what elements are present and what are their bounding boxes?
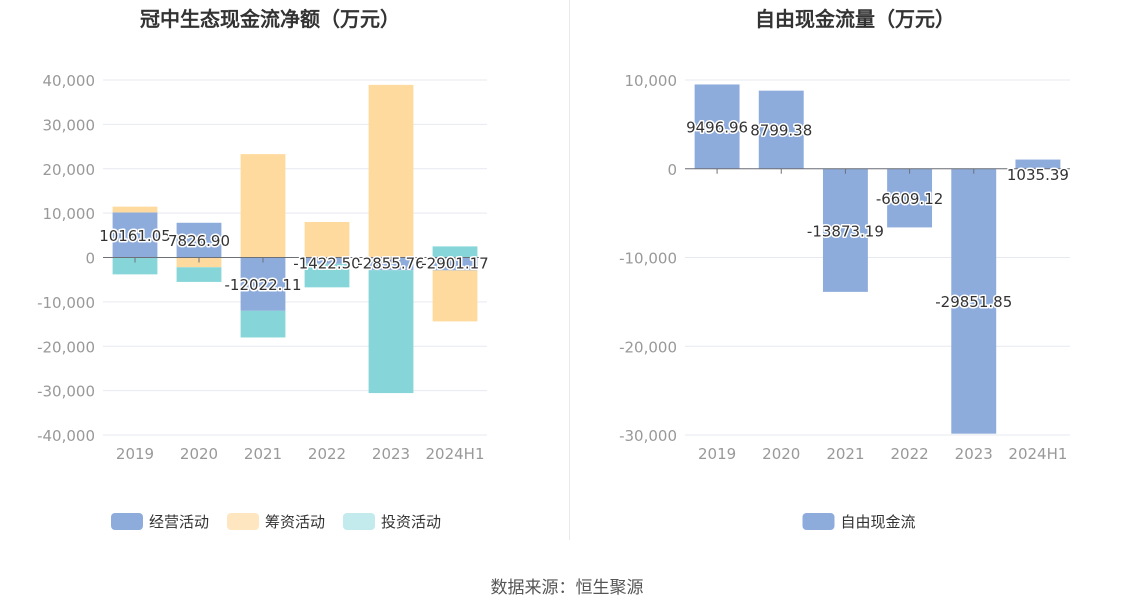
y-tick-label: 30,000 — [43, 116, 96, 134]
legend-label: 经营活动 — [149, 513, 209, 531]
data-label: 8799.38 — [750, 122, 812, 140]
y-tick-label: -10,000 — [619, 250, 677, 268]
data-label: -13873.19 — [807, 222, 884, 240]
x-tick-label: 2024H1 — [426, 445, 485, 463]
bar — [368, 257, 414, 271]
y-tick-label: -20,000 — [37, 338, 95, 356]
chart-title: 自由现金流量（万元） — [755, 7, 955, 31]
y-tick-label: 0 — [667, 161, 677, 179]
bar — [240, 257, 286, 311]
bar — [112, 257, 158, 275]
cash-flow-net-chart: 冠中生态现金流净额（万元） 40,000 30,000 20,000 10,000 0 -1… — [37, 7, 490, 531]
data-label: 7826.90 — [168, 232, 230, 250]
data-label: -6609.12 — [876, 190, 943, 208]
bar — [368, 270, 414, 394]
bar — [368, 84, 414, 258]
legend-swatch — [227, 513, 259, 530]
bar — [240, 310, 286, 338]
chart-divider — [569, 0, 570, 540]
x-tick-label: 2020 — [180, 445, 218, 463]
x-tick-label: 2020 — [762, 445, 800, 463]
bar — [887, 168, 933, 228]
free-cash-flow-chart: 自由现金流量（万元） 10,000 0 -10,000 -20,000 -30,000 20… — [619, 7, 1070, 531]
x-tick-label: 2023 — [372, 445, 410, 463]
legend-label: 筹资活动 — [265, 513, 325, 531]
legend-label: 自由现金流 — [841, 513, 916, 531]
legend-swatch — [802, 513, 835, 530]
bar — [304, 263, 350, 288]
y-tick-label: -40,000 — [37, 427, 95, 445]
bar — [176, 267, 222, 282]
y-tick-label: 10,000 — [43, 205, 96, 223]
bar — [432, 246, 478, 258]
y-tick-label: 0 — [85, 250, 95, 268]
x-tick-label: 2024H1 — [1008, 445, 1067, 463]
bar — [432, 257, 478, 271]
y-tick-label: 20,000 — [43, 161, 96, 179]
bar — [822, 168, 868, 292]
x-tick-label: 2021 — [244, 445, 282, 463]
bar — [758, 90, 804, 169]
x-tick-label: 2021 — [826, 445, 864, 463]
bar — [1015, 159, 1061, 169]
y-tick-label: 10,000 — [625, 72, 678, 90]
data-label: 9496.96 — [686, 119, 748, 137]
data-label: 10161.05 — [99, 227, 171, 245]
x-tick-label: 2019 — [698, 445, 736, 463]
bar — [112, 212, 158, 258]
y-tick-label: -10,000 — [37, 294, 95, 312]
data-source: 数据来源：恒生聚源 — [490, 578, 644, 598]
data-label: 1035.39 — [1007, 166, 1069, 184]
x-tick-label: 2022 — [890, 445, 928, 463]
data-label: -1422.50 — [293, 255, 360, 273]
data-label: -12022.11 — [225, 276, 302, 294]
bar — [432, 270, 478, 322]
legend-swatch — [111, 513, 143, 530]
x-tick-label: 2019 — [116, 445, 154, 463]
chart-title: 冠中生态现金流净额（万元） — [140, 7, 400, 31]
legend-label: 投资活动 — [381, 513, 441, 531]
bar — [176, 222, 222, 258]
bar — [112, 206, 158, 213]
data-label: -2855.76 — [357, 255, 424, 273]
bar — [694, 84, 740, 169]
y-tick-label: -20,000 — [619, 338, 677, 356]
x-tick-label: 2022 — [308, 445, 346, 463]
y-tick-label: 40,000 — [43, 72, 96, 90]
bar — [240, 154, 286, 258]
y-tick-label: -30,000 — [619, 427, 677, 445]
data-label: -2901.17 — [421, 255, 488, 273]
legend-swatch — [343, 513, 375, 530]
bar — [951, 168, 997, 434]
data-label: -29851.85 — [935, 293, 1012, 311]
bar — [304, 222, 350, 258]
x-tick-label: 2023 — [955, 445, 993, 463]
y-tick-label: -30,000 — [37, 383, 95, 401]
